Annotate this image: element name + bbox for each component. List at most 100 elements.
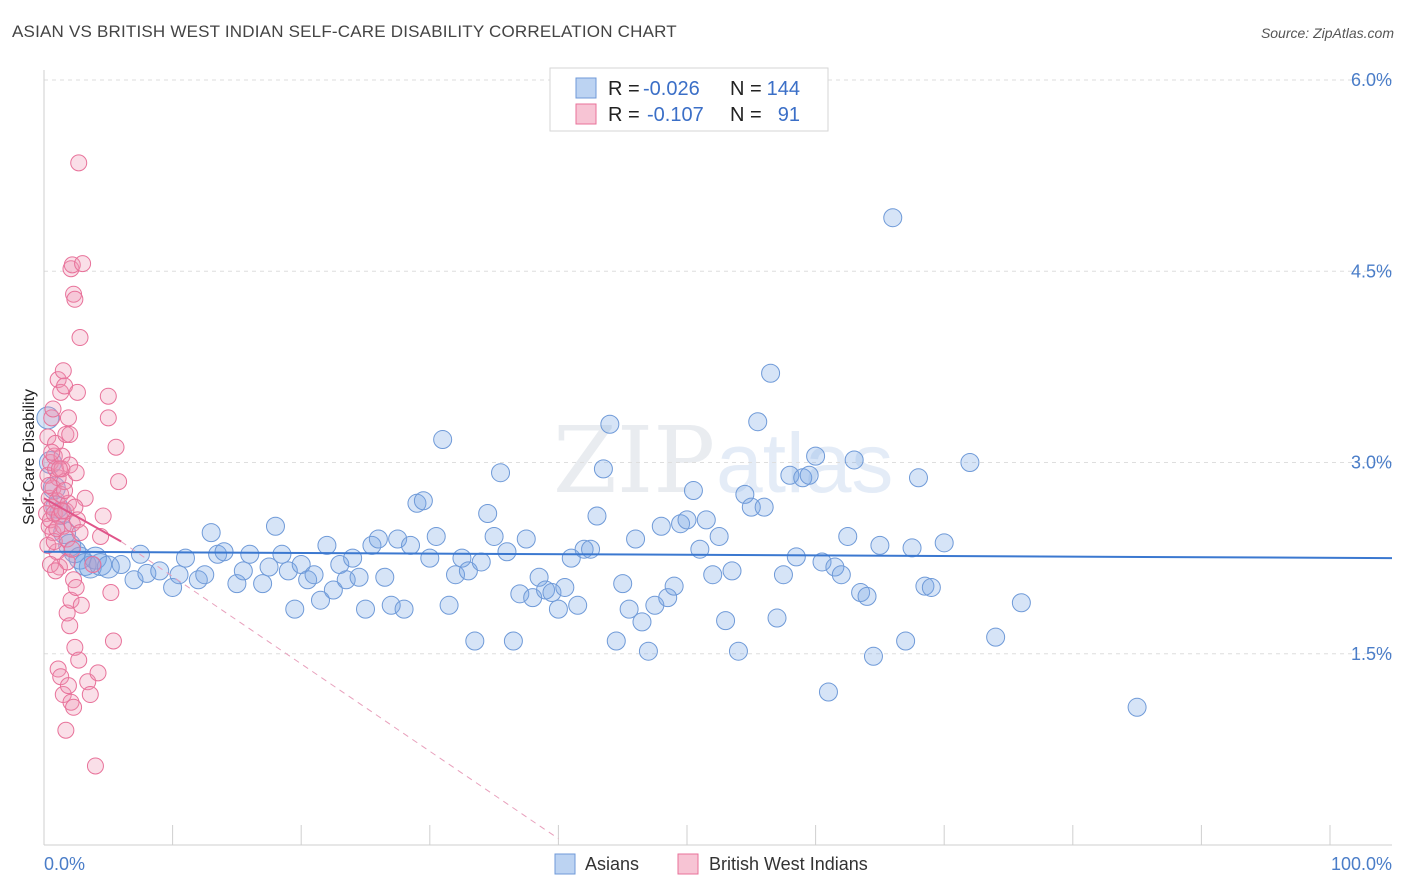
point-asians [401,535,421,555]
point-asians [285,599,305,619]
point-asians [722,561,742,581]
point-british-west-indians [59,677,77,695]
point-asians [491,463,511,483]
point-asians [233,561,253,581]
point-asians [863,646,883,666]
point-asians [111,555,131,574]
point-british-west-indians [102,584,120,602]
trend-lines [43,497,1393,840]
point-british-west-indians [61,617,79,635]
point-british-west-indians [74,255,92,273]
point-asians [960,453,980,472]
point-asians [343,548,363,568]
point-british-west-indians [71,329,89,347]
point-british-west-indians [81,686,99,704]
point-british-west-indians [107,438,125,456]
point-asians [446,565,466,585]
point-asians [516,529,536,549]
point-asians [201,523,221,543]
point-asians [503,631,523,651]
point-british-west-indians [40,476,58,494]
point-british-west-indians [58,604,76,622]
point-asians [857,586,877,606]
point-asians [497,542,517,562]
point-asians [150,561,170,581]
point-asians [96,555,120,579]
point-asians [613,574,633,594]
point-asians [413,491,433,511]
point-asians [381,595,401,615]
legend-swatch-asians [575,77,597,99]
point-asians [806,446,826,466]
point-asians [581,539,601,559]
point-asians [818,682,838,702]
point-british-west-indians [56,482,74,500]
bottom-legend-label-asians: Asians [585,854,639,874]
point-asians [510,584,530,604]
legend-n-value-asians: 144 [767,78,800,100]
point-asians [298,570,318,590]
correlation-legend: R = -0.026 N = 144 R = -0.107 N = 91 [549,67,829,132]
point-asians [1127,697,1147,717]
point-british-west-indians [71,524,89,542]
point-asians [420,548,440,568]
point-asians [426,526,446,546]
point-asians [240,544,260,564]
x-tick-label-min: 0.0% [44,854,85,874]
legend-n-value-bwi: 91 [778,104,800,126]
point-asians [529,567,549,587]
point-british-west-indians [62,693,80,711]
point-asians [484,526,504,546]
point-asians [870,535,890,555]
point-asians [272,544,292,564]
bottom-legend-swatch-bwi [677,853,699,875]
point-asians [188,570,208,590]
point-british-west-indians [104,632,122,650]
point-asians [748,412,768,432]
point-asians [915,576,935,596]
point-asians [651,516,671,536]
legend-r-label-asians: R = [608,78,640,100]
trend-line-asians [43,550,1393,560]
point-asians [163,577,183,597]
point-british-west-indians [50,460,68,478]
y-tick-label: 6.0% [1351,70,1392,90]
point-asians [664,576,684,596]
chart-title: ASIAN VS BRITISH WEST INDIAN SELF-CARE D… [12,22,677,41]
point-asians [304,565,324,585]
point-asians [587,506,607,526]
point-british-west-indians [110,473,128,491]
point-asians [356,599,375,619]
legend-r-label-bwi: R = [608,104,640,126]
point-asians [439,595,459,615]
point-british-west-indians [43,443,61,461]
point-british-west-indians [62,591,80,609]
point-asians [394,599,414,619]
point-asians [709,526,729,546]
point-asians [761,363,781,383]
point-asians [921,577,941,597]
point-asians [735,484,755,504]
x-tick-label-max: 100.0% [1331,854,1392,874]
point-asians [600,414,620,434]
point-british-west-indians [44,400,62,418]
point-asians [638,641,658,661]
legend-r-value-asians: -0.026 [643,78,700,100]
trend-line-bwi [43,497,122,543]
y-tick-label: 1.5% [1351,644,1392,664]
point-british-west-indians [57,425,75,443]
point-british-west-indians [67,578,85,596]
legend-n-label-bwi: N = [730,104,762,126]
point-asians [349,567,369,587]
point-british-west-indians [49,371,67,389]
point-asians [555,577,575,597]
point-asians [902,538,922,558]
point-british-west-indians [89,664,107,682]
trend-line-bwi-extended [120,541,559,840]
point-british-west-indians [70,154,88,172]
legend-r-value-bwi: -0.107 [647,104,704,126]
point-asians [838,526,858,546]
point-asians [548,599,568,619]
point-british-west-indians [57,721,75,739]
point-asians [883,208,903,228]
